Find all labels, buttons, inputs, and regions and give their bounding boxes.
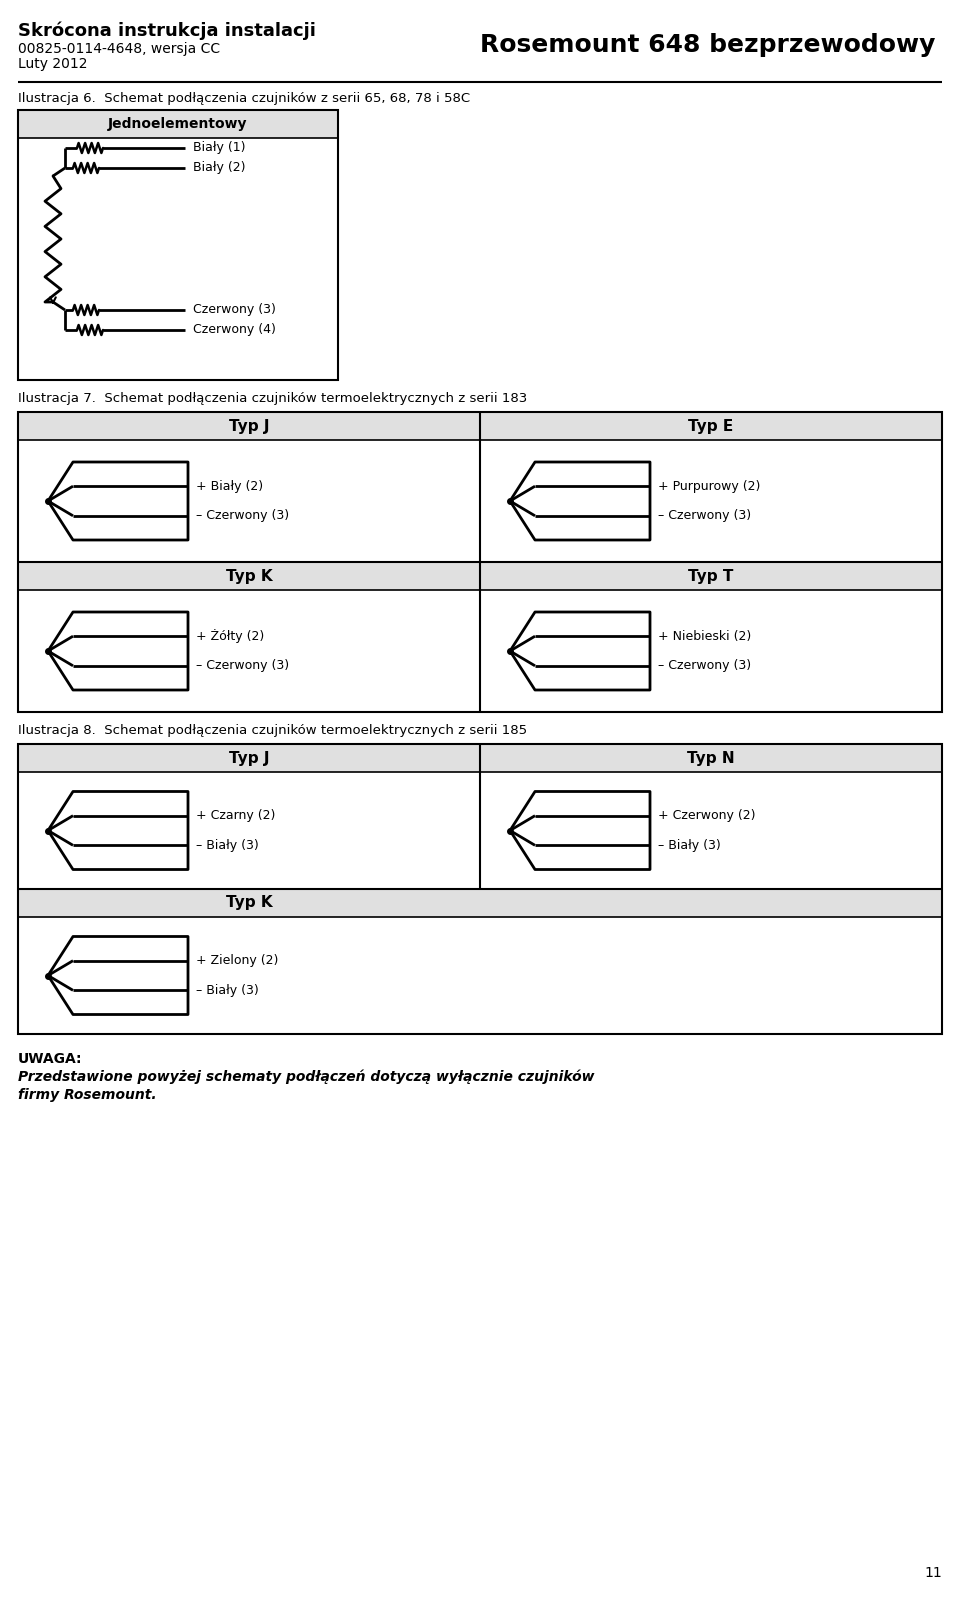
Text: – Biały (3): – Biały (3)	[196, 838, 259, 851]
Bar	[18, 744, 942, 1034]
Text: Typ N: Typ N	[687, 750, 734, 765]
Text: 00825-0114-4648, wersja CC: 00825-0114-4648, wersja CC	[18, 42, 220, 56]
Text: Przedstawione powyżej schematy podłączeń dotyczą wyłącznie czujników: Przedstawione powyżej schematy podłączeń…	[18, 1070, 594, 1085]
Text: Luty 2012: Luty 2012	[18, 58, 87, 70]
Bar	[18, 411, 942, 712]
Bar	[18, 110, 338, 379]
Text: Typ E: Typ E	[688, 419, 733, 434]
Text: + Czarny (2): + Czarny (2)	[196, 810, 276, 822]
Text: + Purpurowy (2): + Purpurowy (2)	[658, 480, 760, 493]
Bar	[18, 411, 942, 440]
Text: Typ K: Typ K	[226, 896, 273, 910]
Text: Typ K: Typ K	[226, 568, 273, 584]
Text: Skrócona instrukcja instalacji: Skrócona instrukcja instalacji	[18, 22, 316, 40]
Text: + Biały (2): + Biały (2)	[196, 480, 263, 493]
Text: Biały (1): Biały (1)	[193, 141, 246, 155]
Text: – Czerwony (3): – Czerwony (3)	[196, 659, 289, 672]
Bar	[18, 110, 338, 138]
Text: + Zielony (2): + Zielony (2)	[196, 954, 278, 966]
Text: – Czerwony (3): – Czerwony (3)	[658, 509, 751, 522]
Text: UWAGA:: UWAGA:	[18, 1053, 83, 1066]
Text: + Żółty (2): + Żółty (2)	[196, 629, 264, 643]
Text: Rosemount 648 bezprzewodowy: Rosemount 648 bezprzewodowy	[480, 34, 935, 58]
Bar	[18, 562, 942, 590]
Text: – Czerwony (3): – Czerwony (3)	[658, 659, 751, 672]
Text: Typ J: Typ J	[228, 750, 269, 765]
Text: Jednoelementowy: Jednoelementowy	[108, 117, 248, 131]
Text: + Niebieski (2): + Niebieski (2)	[658, 630, 752, 643]
Text: – Biały (3): – Biały (3)	[196, 984, 259, 997]
Text: + Czerwony (2): + Czerwony (2)	[658, 810, 756, 822]
Bar	[18, 744, 942, 773]
Text: Ilustracja 8.  Schemat podłączenia czujników termoelektrycznych z serii 185: Ilustracja 8. Schemat podłączenia czujni…	[18, 723, 527, 738]
Text: Ilustracja 6.  Schemat podłączenia czujników z serii 65, 68, 78 i 58C: Ilustracja 6. Schemat podłączenia czujni…	[18, 91, 470, 106]
Bar	[18, 890, 942, 917]
Text: Typ J: Typ J	[228, 419, 269, 434]
Text: 11: 11	[924, 1566, 942, 1581]
Text: Biały (2): Biały (2)	[193, 162, 246, 174]
Text: Typ T: Typ T	[688, 568, 733, 584]
Text: Czerwony (3): Czerwony (3)	[193, 304, 276, 317]
Text: – Biały (3): – Biały (3)	[658, 838, 721, 851]
Text: – Czerwony (3): – Czerwony (3)	[196, 509, 289, 522]
Text: Czerwony (4): Czerwony (4)	[193, 323, 276, 336]
Text: Ilustracja 7.  Schemat podłączenia czujników termoelektrycznych z serii 183: Ilustracja 7. Schemat podłączenia czujni…	[18, 392, 527, 405]
Text: firmy Rosemount.: firmy Rosemount.	[18, 1088, 156, 1102]
